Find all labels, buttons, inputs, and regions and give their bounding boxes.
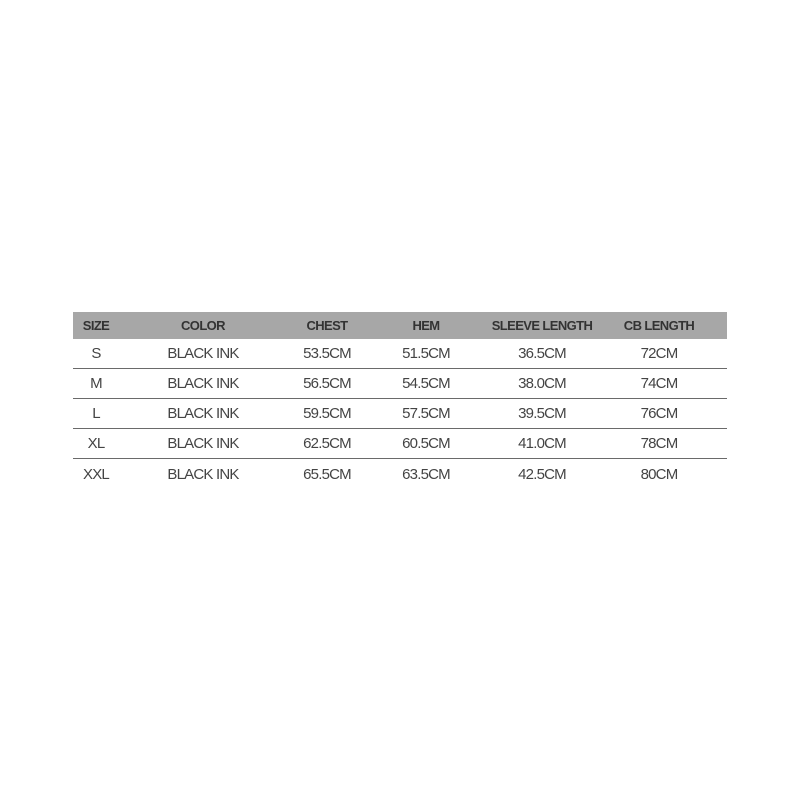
cell-chest: 53.5CM [303, 345, 352, 362]
table-row: L BLACK INK 59.5CM 57.5CM 39.5CM 76CM [73, 399, 727, 429]
cell-size: XXL [83, 465, 110, 483]
table-row: XXL BLACK INK 65.5CM 63.5CM 42.5CM 80CM [73, 459, 727, 489]
cell-chest: 62.5CM [303, 435, 352, 452]
header-color: COLOR [181, 318, 226, 333]
header-cb-length: CB LENGTH [623, 318, 695, 333]
table-header-row: SIZE COLOR CHEST HEM SLEEVE LENGTH CB LE… [73, 312, 727, 339]
cell-size: M [90, 375, 102, 392]
header-sleeve-length: SLEEVE LENGTH [491, 318, 593, 333]
cell-color: BLACK INK [167, 465, 239, 483]
cell-hem: 60.5CM [402, 435, 451, 452]
cell-color: BLACK INK [167, 435, 239, 452]
table-row: XL BLACK INK 62.5CM 60.5CM 41.0CM 78CM [73, 429, 727, 459]
cell-chest: 56.5CM [303, 375, 352, 392]
cell-hem: 51.5CM [402, 345, 451, 362]
cell-size: S [91, 345, 101, 362]
cell-hem: 63.5CM [402, 465, 451, 483]
cell-chest: 65.5CM [303, 465, 352, 483]
cell-sleeve-length: 38.0CM [518, 375, 567, 392]
cell-cb-length: 78CM [640, 435, 679, 452]
cell-cb-length: 76CM [640, 405, 679, 422]
table-row: S BLACK INK 53.5CM 51.5CM 36.5CM 72CM [73, 339, 727, 369]
cell-color: BLACK INK [167, 375, 239, 392]
cell-color: BLACK INK [167, 345, 239, 362]
table-row: M BLACK INK 56.5CM 54.5CM 38.0CM 74CM [73, 369, 727, 399]
cell-sleeve-length: 36.5CM [518, 345, 567, 362]
cell-cb-length: 72CM [640, 345, 679, 362]
header-size: SIZE [82, 318, 110, 333]
cell-sleeve-length: 39.5CM [518, 405, 567, 422]
cell-cb-length: 80CM [640, 465, 679, 483]
size-chart-table: SIZE COLOR CHEST HEM SLEEVE LENGTH CB LE… [73, 312, 727, 489]
cell-color: BLACK INK [167, 405, 239, 422]
cell-size: XL [87, 435, 106, 452]
cell-size: L [92, 405, 100, 422]
header-hem: HEM [412, 318, 440, 333]
cell-hem: 54.5CM [402, 375, 451, 392]
cell-sleeve-length: 42.5CM [518, 465, 567, 483]
cell-chest: 59.5CM [303, 405, 352, 422]
header-chest: CHEST [306, 318, 348, 333]
cell-sleeve-length: 41.0CM [518, 435, 567, 452]
cell-cb-length: 74CM [640, 375, 679, 392]
cell-hem: 57.5CM [402, 405, 451, 422]
